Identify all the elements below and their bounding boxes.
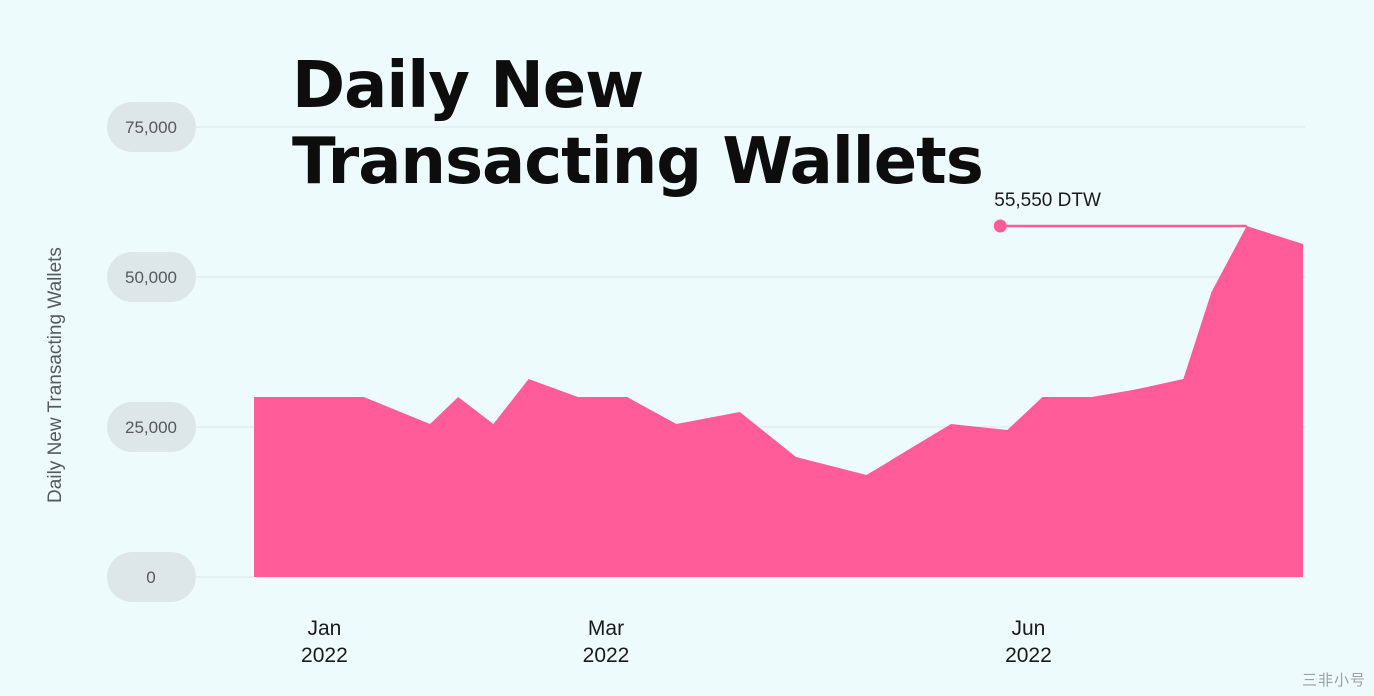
x-tick-month-2: Jun [1011, 617, 1045, 640]
area-series [254, 226, 1303, 577]
y-tick-pill-2 [107, 252, 196, 302]
chart-title-line-1: Daily New [292, 49, 644, 123]
x-tick-month-0: Jan [307, 617, 341, 640]
y-tick-label-0: 0 [146, 568, 155, 587]
x-axis-ticks: Jan2022Mar2022Jun2022Sept2022 [301, 617, 1052, 667]
y-tick-label-3: 75,000 [125, 118, 177, 137]
chart-title: Daily New Transacting Wallets [292, 48, 984, 200]
chart-title-line-2: Transacting Wallets [292, 125, 984, 199]
x-tick-month-1: Mar [588, 617, 624, 640]
y-tick-pill-0 [107, 552, 196, 602]
x-tick-year-1: 2022 [583, 644, 630, 667]
x-tick-year-2: 2022 [1005, 644, 1052, 667]
annotation-dot [993, 219, 1007, 233]
y-tick-pill-1 [107, 402, 196, 452]
annotation-label: 55,550 DTW [994, 190, 1101, 211]
area-series-fill [254, 226, 1303, 577]
y-tick-pill-3 [107, 102, 196, 152]
y-axis-label: Daily New Transacting Wallets [45, 247, 66, 503]
y-tick-label-1: 25,000 [125, 418, 177, 437]
watermark: 三非小号 [1301, 672, 1366, 689]
peak-annotation: 55,550 DTW [993, 190, 1247, 233]
y-axis-ticks: 0 25,000 50,000 75,000 [107, 102, 196, 602]
x-tick-year-0: 2022 [301, 644, 348, 667]
y-tick-label-2: 50,000 [125, 268, 177, 287]
